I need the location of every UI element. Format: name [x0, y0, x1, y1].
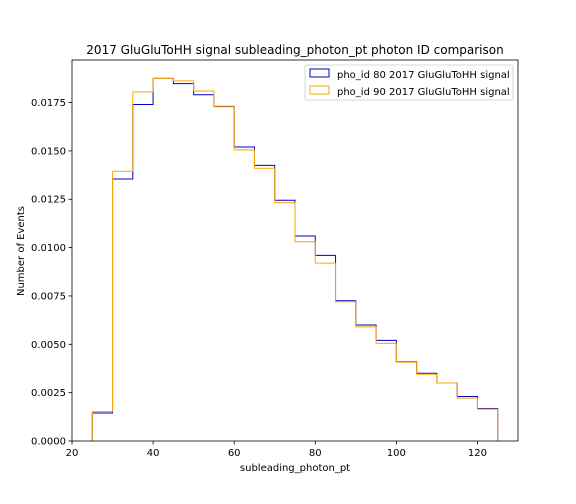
- y-tick-label: 0.0000: [31, 437, 66, 448]
- legend-label-series-2: pho_id 90 2017 GluGluToHH signal: [337, 87, 510, 98]
- y-tick-label: 0.0125: [31, 195, 66, 206]
- y-tick-label: 0.0100: [31, 243, 66, 254]
- legend-label-series-1: pho_id 80 2017 GluGluToHH signal: [337, 70, 510, 81]
- x-tick-label: 60: [228, 448, 241, 459]
- x-axis-label: subleading_photon_pt: [240, 463, 350, 474]
- y-tick-label: 0.0075: [31, 291, 66, 302]
- y-tick-label: 0.0150: [31, 146, 66, 157]
- y-tick-label: 0.0175: [31, 98, 66, 109]
- x-tick-label: 20: [66, 448, 79, 459]
- x-tick-label: 120: [468, 448, 487, 459]
- y-axis-label: Number of Events: [16, 206, 27, 296]
- chart-title: 2017 GluGluToHH signal subleading_photon…: [86, 43, 503, 57]
- x-tick-label: 80: [309, 448, 322, 459]
- x-tick-label: 40: [147, 448, 160, 459]
- y-tick-label: 0.0050: [31, 340, 66, 351]
- x-tick-label: 100: [387, 448, 406, 459]
- y-tick-label: 0.0025: [31, 388, 66, 399]
- legend: pho_id 80 2017 GluGluToHH signal pho_id …: [305, 65, 513, 100]
